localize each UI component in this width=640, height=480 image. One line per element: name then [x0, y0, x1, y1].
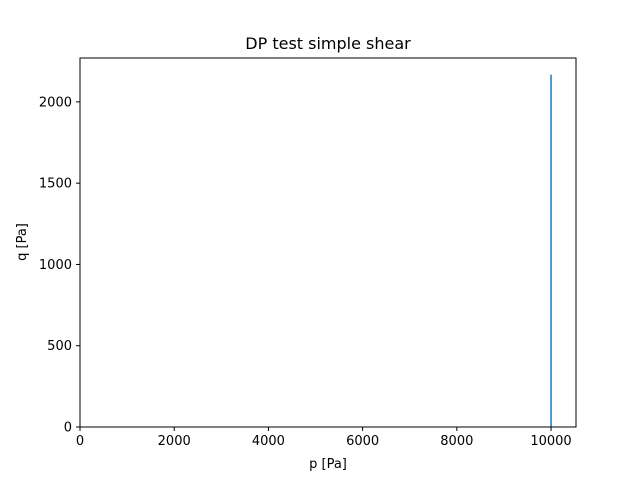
x-tick-label: 2000: [158, 434, 191, 449]
y-tick-label: 1000: [39, 258, 72, 273]
x-tick-label: 8000: [440, 434, 473, 449]
y-axis-label: q [Pa]: [15, 223, 30, 261]
x-axis-label: p [Pa]: [309, 457, 347, 472]
x-tick-label: 0: [76, 434, 84, 449]
plot-frame: [79, 57, 577, 428]
x-tick-label: 6000: [346, 434, 379, 449]
x-axis-ticks: 0 2000 4000 6000 8000 10000: [76, 427, 572, 449]
chart-title: DP test simple shear: [245, 34, 411, 53]
y-tick-label: 0: [64, 421, 72, 436]
x-tick-label: 4000: [252, 434, 285, 449]
y-axis-ticks: 0 500 1000 1500 2000: [39, 95, 80, 436]
x-tick-label: 10000: [530, 434, 571, 449]
y-tick-label: 500: [47, 339, 72, 354]
y-tick-label: 1500: [39, 177, 72, 192]
y-tick-label: 2000: [39, 95, 72, 110]
